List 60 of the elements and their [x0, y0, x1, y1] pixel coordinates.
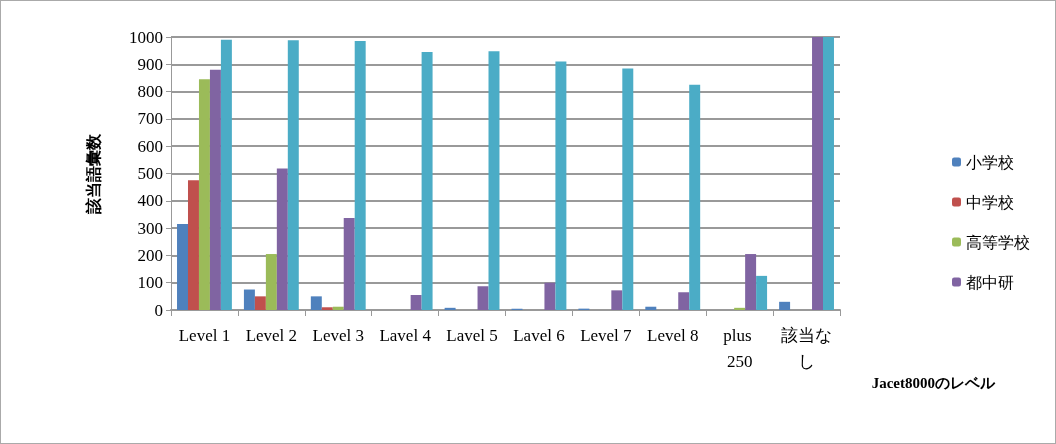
bar — [477, 286, 489, 310]
x-tick-label: Level 1 — [178, 325, 231, 345]
bar — [220, 39, 232, 310]
bar — [444, 307, 456, 310]
bar — [544, 282, 556, 310]
bar — [645, 306, 657, 310]
x-tick-label: Level 8 — [647, 325, 699, 345]
bar — [276, 168, 288, 310]
bar — [198, 79, 210, 310]
y-tick-label: 400 — [137, 191, 163, 211]
bar — [678, 292, 690, 310]
y-axis-title: 該当語彙数 — [83, 132, 103, 215]
bar — [343, 218, 355, 310]
bar — [611, 290, 623, 310]
bar — [209, 69, 221, 310]
y-tick-label: 0 — [154, 300, 163, 320]
y-tick-label: 900 — [137, 54, 163, 74]
bar — [622, 68, 634, 310]
x-tick-label: Level 2 — [245, 325, 298, 345]
bar — [243, 289, 255, 310]
legend-label: 高等学校 — [966, 232, 1030, 252]
bar — [265, 254, 277, 310]
legend-label: 小学校 — [966, 152, 1014, 172]
bar — [321, 307, 333, 310]
x-tick-label: 該当なし — [781, 325, 833, 371]
bar — [689, 84, 701, 310]
bar — [756, 275, 768, 310]
bar — [823, 37, 834, 310]
legend-label: 都中研 — [966, 272, 1014, 292]
x-tick-label: Lavel 6 — [513, 325, 565, 345]
y-tick-label: 200 — [137, 245, 163, 265]
y-tick-label: 500 — [137, 164, 163, 183]
legend-label: 中学校 — [966, 192, 1014, 212]
bar — [332, 306, 344, 310]
bar — [555, 61, 567, 310]
y-tick-label: 700 — [137, 109, 163, 129]
bar — [745, 254, 757, 310]
bar — [812, 37, 824, 310]
x-tick-label: Level 3 — [312, 325, 364, 345]
y-tick-label: 300 — [137, 218, 163, 238]
y-tick-label: 800 — [137, 82, 163, 102]
x-axis-title: Jacet8000のレベル — [871, 374, 996, 391]
bar — [287, 40, 299, 310]
bar — [177, 224, 188, 310]
bar — [354, 41, 366, 310]
bar — [410, 294, 422, 310]
bar — [421, 52, 433, 310]
bar — [734, 307, 746, 310]
y-tick-label: 100 — [137, 273, 163, 293]
bar — [779, 301, 791, 310]
y-tick-label: 600 — [137, 136, 163, 156]
x-tick-label: Lavel 5 — [446, 325, 498, 345]
bar — [488, 51, 500, 310]
y-tick-label: 1000 — [129, 27, 163, 47]
bar — [310, 296, 322, 310]
bar — [187, 180, 199, 310]
x-tick-label: plus 250 — [723, 325, 756, 371]
x-tick-label: Level 7 — [580, 325, 633, 345]
x-tick-label: Lavel 4 — [379, 325, 432, 345]
bar — [254, 296, 266, 310]
